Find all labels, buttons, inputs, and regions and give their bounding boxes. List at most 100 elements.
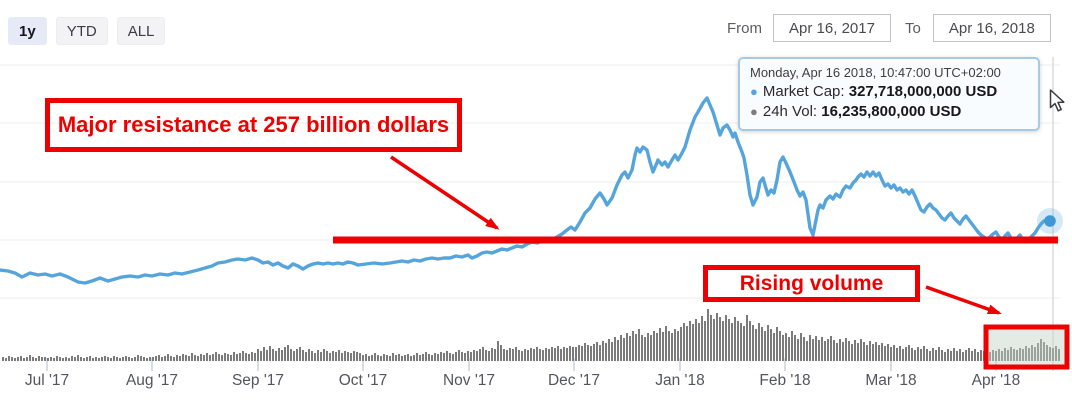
volume-bar [284, 347, 286, 361]
volume-bar [344, 351, 346, 361]
volume-bar [248, 354, 250, 361]
volume-bar [1013, 349, 1015, 361]
volume-bar [914, 350, 916, 361]
from-date-input[interactable] [773, 14, 891, 42]
volume-bar [398, 354, 400, 361]
volume-bar [749, 321, 751, 361]
volume-bar [200, 354, 202, 361]
volume-bar [602, 341, 604, 361]
chart-tooltip: Monday, Apr 16 2018, 10:47:00 UTC+02:00 … [738, 57, 1040, 131]
to-date-input[interactable] [932, 14, 1051, 42]
volume-bar [722, 321, 724, 361]
volume-bar [497, 341, 499, 361]
volume-bar [86, 357, 88, 361]
volume-bar [1010, 347, 1012, 361]
tooltip-volume-row: ● 24h Vol: 16,235,800,000 USD [750, 102, 1028, 122]
volume-bar [845, 338, 847, 361]
resistance-arrow [390, 155, 500, 230]
volume-bar [416, 353, 418, 361]
resistance-annotation-text: Major resistance at 257 billion dollars [57, 112, 450, 137]
volume-bar [833, 340, 835, 361]
volume-bar [83, 358, 85, 361]
volume-bar [929, 351, 931, 361]
volume-bar [461, 352, 463, 361]
volume-bar [62, 358, 64, 361]
volume-bar [113, 356, 115, 361]
volume-bar [533, 349, 535, 361]
range-button-ytd[interactable]: YTD [55, 17, 108, 45]
volume-bar [35, 358, 37, 361]
volume-bar [383, 354, 385, 361]
volume-bar [821, 337, 823, 361]
volume-bar [746, 315, 748, 361]
volume-bar [662, 332, 664, 361]
volume-bar [683, 323, 685, 361]
volume-bar [962, 352, 964, 361]
volume-bar [449, 353, 451, 361]
volume-bar [977, 352, 979, 361]
volume-bar [446, 351, 448, 361]
volume-bar [173, 357, 175, 361]
volume-bar [389, 356, 391, 361]
x-axis-label: Nov '17 [443, 372, 495, 389]
volume-bar [1046, 345, 1048, 361]
volume-bar [893, 345, 895, 361]
volume-bar [110, 358, 112, 361]
volume-bar [443, 353, 445, 361]
volume-bar [467, 351, 469, 361]
volume-bar [587, 345, 589, 361]
volume-bar [59, 357, 61, 361]
volume-bar [512, 349, 514, 361]
volume-bar [596, 342, 598, 361]
volume-bar [377, 355, 379, 361]
volume-bar [221, 355, 223, 361]
volume-bar [650, 335, 652, 361]
volume-bar [425, 352, 427, 361]
volume-bar [1040, 339, 1042, 361]
volume-bar [776, 327, 778, 361]
volume-bar [278, 348, 280, 361]
volume-bar [593, 344, 595, 361]
volume-bar [878, 345, 880, 361]
volume-bar [179, 356, 181, 361]
volume-bar [185, 355, 187, 361]
volume-bar [980, 350, 982, 361]
volume-bar [41, 357, 43, 361]
volume-bar [815, 336, 817, 361]
volume-bar [287, 345, 289, 361]
volume-bar [56, 356, 58, 361]
resistance-annotation-box: Major resistance at 257 billion dollars [45, 98, 462, 152]
volume-bar [65, 357, 67, 361]
volume-bullet-icon: ● [750, 104, 758, 119]
volume-bar [182, 354, 184, 361]
volume-bar [731, 323, 733, 361]
volume-bar [140, 356, 142, 361]
volume-bar [995, 351, 997, 361]
volume-bar [137, 355, 139, 361]
volume-bar [773, 333, 775, 361]
x-axis-label: Jul '17 [25, 372, 69, 389]
volume-bar [371, 355, 373, 361]
volume-bar [581, 346, 583, 361]
volume-bar [872, 344, 874, 361]
volume-bar [125, 356, 127, 361]
volume-bar [470, 352, 472, 361]
volume-bar [632, 331, 634, 361]
volume-bar [557, 346, 559, 361]
volume-bar [734, 317, 736, 361]
volume-bar [758, 323, 760, 361]
volume-bar [80, 357, 82, 361]
volume-bar [515, 347, 517, 361]
volume-bar [656, 333, 658, 361]
volume-bar [578, 345, 580, 361]
volume-bar [455, 352, 457, 361]
volume-bar [218, 354, 220, 361]
range-button-1y[interactable]: 1y [8, 17, 47, 45]
volume-bar [644, 337, 646, 361]
volume-bar [11, 357, 13, 361]
volume-bar [944, 352, 946, 361]
volume-bar [260, 351, 262, 361]
range-button-all[interactable]: ALL [116, 17, 166, 45]
volume-bar [659, 328, 661, 361]
